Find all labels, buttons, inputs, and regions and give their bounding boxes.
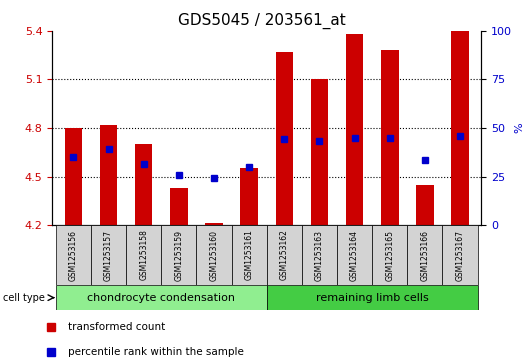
- Text: GSM1253159: GSM1253159: [174, 229, 184, 281]
- FancyBboxPatch shape: [197, 225, 232, 285]
- Text: GSM1253160: GSM1253160: [210, 229, 219, 281]
- Text: GSM1253156: GSM1253156: [69, 229, 78, 281]
- Text: percentile rank within the sample: percentile rank within the sample: [67, 347, 244, 357]
- Bar: [276, 52, 293, 225]
- FancyBboxPatch shape: [302, 225, 337, 285]
- Text: GDS5045 / 203561_at: GDS5045 / 203561_at: [178, 13, 345, 29]
- FancyBboxPatch shape: [267, 225, 302, 285]
- Bar: [451, 31, 469, 225]
- Text: GSM1253165: GSM1253165: [385, 229, 394, 281]
- FancyBboxPatch shape: [56, 225, 91, 285]
- FancyBboxPatch shape: [232, 225, 267, 285]
- FancyBboxPatch shape: [91, 225, 126, 285]
- Text: GSM1253157: GSM1253157: [104, 229, 113, 281]
- Text: GSM1253163: GSM1253163: [315, 229, 324, 281]
- FancyBboxPatch shape: [337, 225, 372, 285]
- Bar: [416, 185, 434, 225]
- Text: chondrocyte condensation: chondrocyte condensation: [87, 293, 235, 303]
- Bar: [381, 50, 399, 225]
- Bar: [135, 144, 153, 225]
- Text: GSM1253158: GSM1253158: [139, 229, 148, 281]
- Bar: [100, 125, 117, 225]
- Text: transformed count: transformed count: [67, 322, 165, 333]
- Text: GSM1253164: GSM1253164: [350, 229, 359, 281]
- FancyBboxPatch shape: [372, 225, 407, 285]
- Bar: [241, 168, 258, 225]
- Y-axis label: %: %: [515, 123, 523, 133]
- Bar: [311, 79, 328, 225]
- Bar: [170, 188, 188, 225]
- FancyBboxPatch shape: [267, 285, 477, 310]
- Text: GSM1253167: GSM1253167: [456, 229, 464, 281]
- Text: GSM1253166: GSM1253166: [420, 229, 429, 281]
- FancyBboxPatch shape: [407, 225, 442, 285]
- Bar: [65, 128, 82, 225]
- Text: GSM1253162: GSM1253162: [280, 229, 289, 281]
- Text: remaining limb cells: remaining limb cells: [316, 293, 428, 303]
- FancyBboxPatch shape: [56, 285, 267, 310]
- Bar: [205, 224, 223, 225]
- FancyBboxPatch shape: [161, 225, 197, 285]
- FancyBboxPatch shape: [126, 225, 161, 285]
- Bar: [346, 34, 363, 225]
- FancyBboxPatch shape: [442, 225, 477, 285]
- Text: GSM1253161: GSM1253161: [245, 229, 254, 281]
- Text: cell type: cell type: [3, 293, 44, 303]
